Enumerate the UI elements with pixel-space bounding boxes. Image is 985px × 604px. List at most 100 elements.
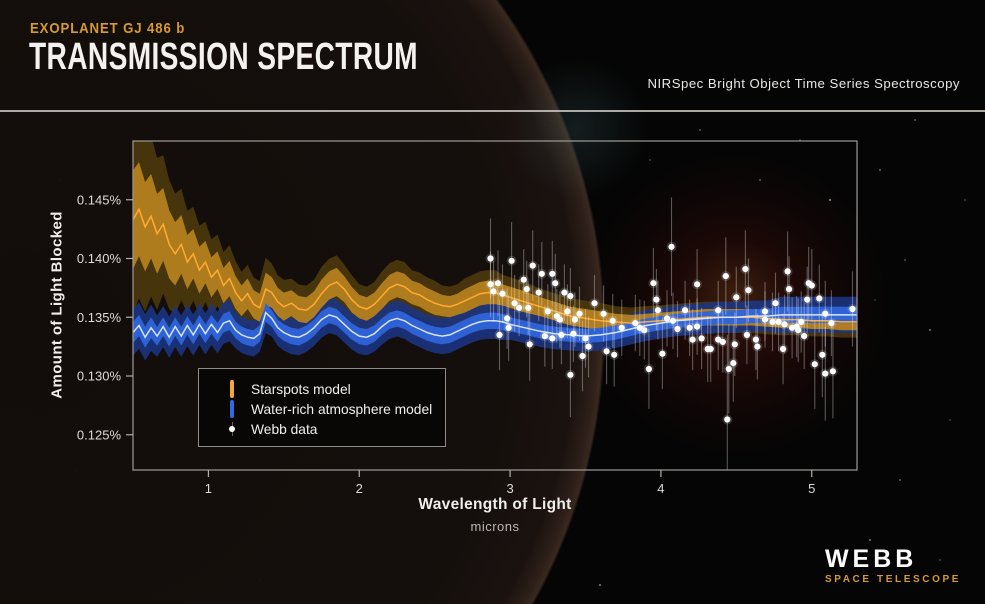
webb-data-point — [535, 289, 542, 296]
webb-data-point — [682, 307, 689, 314]
webb-data-point — [541, 333, 548, 340]
webb-data-point — [725, 365, 732, 373]
webb-data-point — [801, 333, 808, 340]
webb-data-point — [552, 280, 559, 287]
axis-ticks — [126, 199, 813, 477]
legend-item-webb-data: Webb data — [219, 419, 445, 439]
y-tick-label: 0.135% — [77, 310, 122, 325]
webb-data-point — [745, 287, 752, 294]
webb-data-point — [743, 331, 751, 338]
webb-data-point — [674, 325, 681, 333]
webb-data-point — [609, 317, 616, 324]
chart-legend: Starspots model Water-rich atmosphere mo… — [198, 368, 446, 447]
webb-data-point — [731, 341, 738, 348]
webb-data-point — [600, 310, 607, 317]
webb-data-point — [816, 295, 823, 302]
webb-data-point — [549, 335, 556, 342]
webb-data-point — [591, 300, 598, 307]
webb-data-point — [526, 341, 533, 348]
x-tick-label: 1 — [205, 481, 212, 496]
webb-data-point — [567, 371, 574, 378]
y-tick-label: 0.125% — [77, 427, 122, 442]
webb-data-point — [496, 331, 503, 338]
webb-data-point — [724, 416, 731, 423]
webb-logo: WEBB SPACE TELESCOPE — [824, 545, 961, 586]
webb-data-point — [659, 350, 666, 357]
webb-data-point — [829, 368, 837, 375]
webb-data-point — [558, 331, 565, 338]
webb-data-point — [668, 243, 675, 250]
webb-data-point — [808, 282, 815, 289]
webb-data-point — [556, 316, 564, 323]
header-divider — [0, 110, 985, 112]
webb-data-point — [516, 304, 523, 311]
webb-data-point — [544, 308, 551, 315]
webb-data-point — [585, 343, 592, 350]
webb-data-point — [611, 351, 618, 358]
webb-logo-name: WEBB — [824, 545, 918, 573]
x-axis-title: Wavelength of Light — [418, 496, 572, 513]
legend-label: Starspots model — [251, 381, 351, 397]
webb-data-point — [499, 290, 506, 297]
webb-data-point — [686, 324, 693, 331]
webb-data-point — [523, 286, 530, 293]
webb-data-point — [804, 296, 811, 303]
webb-data-point — [669, 317, 677, 324]
water-rich-atmosphere-model-inner-band — [133, 303, 857, 348]
chart-kicker: EXOPLANET GJ 486 b — [30, 20, 186, 37]
webb-data-point — [828, 320, 835, 327]
legend-label: Water-rich atmosphere model — [251, 401, 433, 417]
webb-data-point — [795, 327, 802, 334]
webb-data-point — [822, 370, 829, 377]
webb-data-point — [811, 361, 818, 368]
webb-data-point — [511, 300, 518, 307]
webb-data-point — [694, 281, 701, 288]
webb-data-points — [485, 241, 857, 425]
webb-data-point — [761, 308, 769, 315]
webb-data-point — [603, 348, 610, 355]
webb-data-point — [570, 330, 577, 337]
webb-data-point — [707, 345, 714, 353]
webb-data-point — [654, 307, 662, 314]
webb-data-point — [504, 315, 511, 322]
webb-data-point — [733, 294, 740, 301]
x-axis-unit: microns — [470, 519, 520, 534]
webb-data-point — [632, 320, 639, 327]
webb-data-point — [730, 360, 737, 367]
webb-data-point — [567, 293, 574, 300]
webb-data-point — [694, 323, 701, 330]
x-tick-label: 4 — [657, 481, 664, 496]
legend-item-starspots: Starspots model — [219, 379, 445, 399]
webb-data-point — [822, 310, 829, 317]
axis-tick-labels: 1 2 3 4 5 0.145% 0.140% 0.135% 0.130% 0.125% — [77, 192, 815, 496]
starspots-model-line — [133, 207, 857, 324]
webb-data-point — [494, 280, 502, 287]
page-title: TRANSMISSION SPECTRUM — [29, 36, 418, 78]
webb-data-point — [645, 365, 653, 373]
legend-item-water-model: Water-rich atmosphere model — [219, 399, 445, 419]
plot-layer: 1 2 3 4 5 0.145% 0.140% 0.135% 0.130% 0.125% — [77, 140, 858, 496]
webb-data-point — [849, 305, 856, 313]
webb-data-point — [752, 336, 760, 343]
webb-data-point — [819, 351, 826, 358]
instrument-subtitle: NIRSpec Bright Object Time Series Spectr… — [647, 76, 960, 91]
webb-data-point — [508, 257, 515, 264]
webb-data-point — [564, 308, 571, 315]
webb-data-point — [722, 273, 729, 280]
webb-data-point — [529, 262, 536, 269]
x-tick-label: 2 — [356, 481, 363, 496]
webb-data-point — [742, 266, 749, 273]
webb-data-point — [663, 315, 671, 322]
webb-logo-tagline: SPACE TELESCOPE — [824, 574, 961, 585]
webb-data-point — [582, 335, 589, 342]
y-tick-label: 0.140% — [77, 251, 122, 266]
webb-data-point — [520, 276, 527, 283]
x-tick-label: 3 — [506, 481, 513, 496]
plot-area — [133, 141, 857, 470]
webb-data-point — [689, 336, 696, 343]
webb-data-point — [571, 316, 579, 323]
webb-data-point — [487, 281, 494, 288]
webb-data-point — [769, 318, 776, 325]
planet-limb-highlight-icon — [508, 58, 648, 198]
